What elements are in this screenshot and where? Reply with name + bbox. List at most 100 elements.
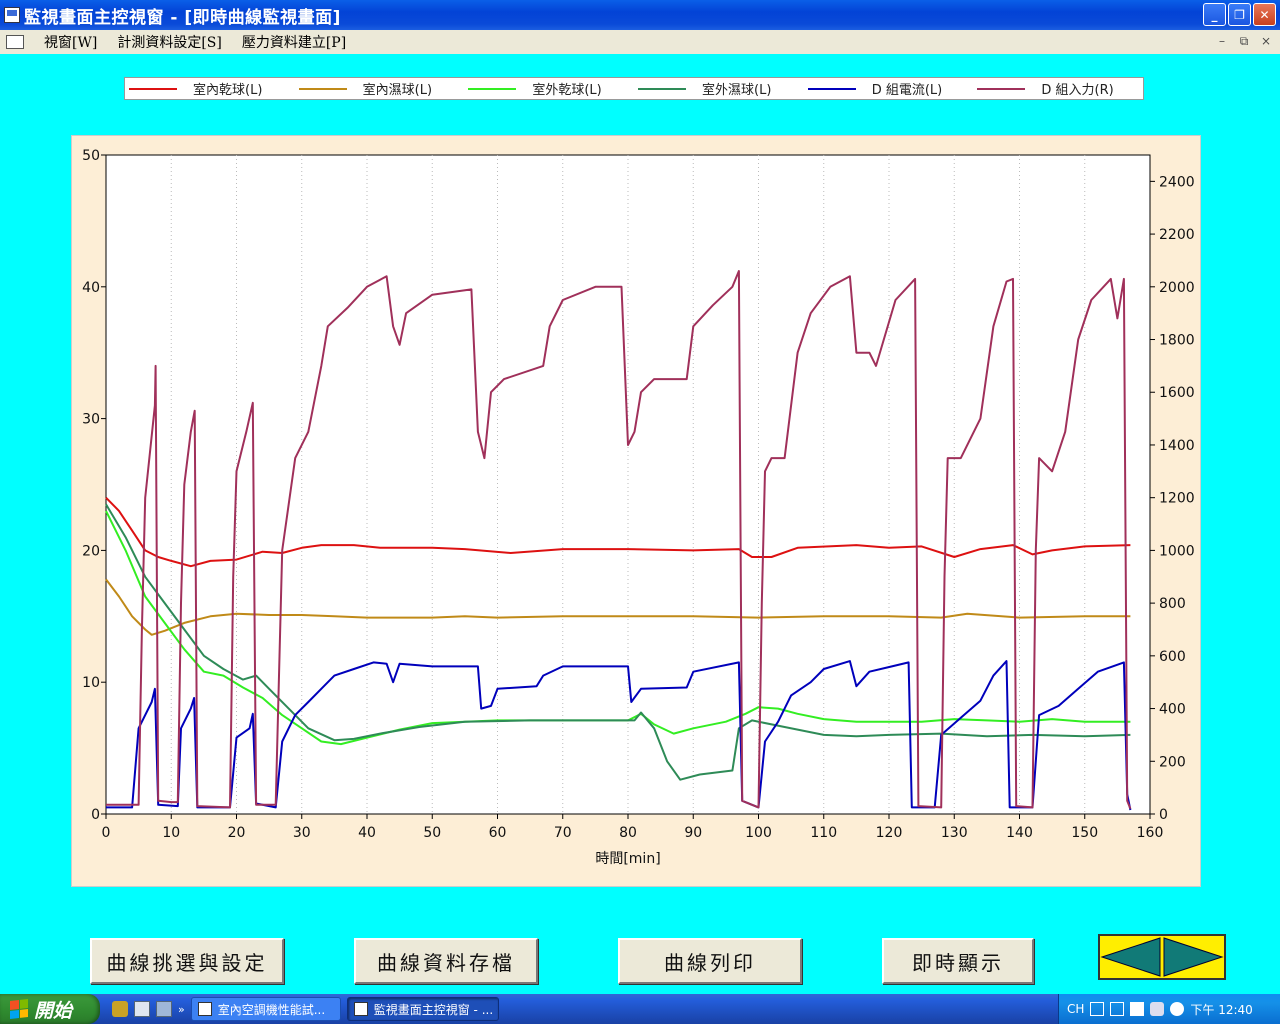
task-app-icon: [197, 1002, 212, 1016]
arrow-right-icon[interactable]: [1162, 936, 1224, 978]
x-tick-label: 60: [489, 825, 507, 841]
x-tick-label: 30: [293, 825, 311, 841]
windows-flag-icon: [10, 999, 28, 1019]
task-button-monitor[interactable]: 監視畫面主控視窗 - ...: [346, 997, 499, 1021]
x-tick-label: 0: [102, 825, 111, 841]
mdi-restore-icon[interactable]: ⧉: [1239, 33, 1249, 48]
curve-print-button[interactable]: 曲線列印: [618, 938, 802, 984]
legend-label: D 組電流(L): [871, 83, 943, 98]
legend-label: D 組入力(R): [1041, 83, 1114, 98]
y-tick-label: 50: [82, 148, 100, 164]
x-tick-label: 110: [810, 825, 837, 841]
x-tick-label: 120: [876, 825, 903, 841]
x-tick-label: 20: [228, 825, 246, 841]
y2-tick-label: 1600: [1159, 385, 1195, 401]
close-icon[interactable]: ✕: [1253, 3, 1276, 26]
y2-tick-label: 1200: [1159, 491, 1195, 507]
series-line: [106, 270, 1132, 810]
y2-tick-label: 600: [1159, 649, 1186, 665]
language-indicator[interactable]: CH: [1067, 1002, 1085, 1016]
taskbar: 開始 » 室內空調機性能試... 監視畫面主控視窗 - ... CH 下午 12…: [0, 994, 1280, 1024]
legend-item: 室外乾球(L): [464, 79, 634, 98]
legend-label: 室內乾球(L): [193, 83, 263, 98]
series-line: [105, 496, 1131, 568]
realtime-button[interactable]: 即時顯示: [882, 938, 1034, 984]
nav-arrows: [1098, 934, 1226, 980]
y2-tick-label: 1000: [1159, 543, 1195, 559]
keyboard-icon[interactable]: [1130, 1002, 1145, 1016]
ime-mode-icon[interactable]: [1110, 1002, 1125, 1016]
chevron-icon[interactable]: »: [178, 1002, 185, 1016]
y-tick-label: 30: [82, 412, 100, 428]
curve-save-button[interactable]: 曲線資料存檔: [354, 938, 538, 984]
y2-tick-label: 400: [1159, 702, 1186, 718]
window-titlebar: 監視畫面主控視窗 - [即時曲線監視畫面] _ ❐ ✕: [0, 0, 1280, 30]
chart-panel: 0 10 20 30 40 50 60 70 80 90 100 110 120 130 140 150 160…: [71, 135, 1201, 887]
mdi-close-icon[interactable]: ×: [1260, 34, 1272, 48]
legend-item: 室外濕球(L): [634, 79, 804, 98]
network-icon[interactable]: [1150, 1002, 1165, 1016]
y2-tick-label: 2000: [1159, 280, 1195, 296]
x-axis-label: 時間[min]: [595, 851, 660, 867]
window-controls: _ ❐ ✕: [1203, 3, 1276, 26]
chart-legend: 室內乾球(L) 室內濕球(L) 室外乾球(L) 室外濕球(L) D 組電流(L)…: [124, 77, 1144, 100]
x-tick-label: 150: [1071, 825, 1098, 841]
x-tick-label: 160: [1137, 825, 1164, 841]
legend-swatch: [468, 87, 517, 90]
legend-item: D 組入力(R): [973, 79, 1143, 98]
task-app-icon: [353, 1002, 368, 1016]
quicklaunch-document-icon[interactable]: [134, 1001, 150, 1017]
task-label: 室內空調機性能試...: [217, 1002, 326, 1017]
mdi-controls: – ⧉ ×: [1214, 33, 1274, 49]
start-label: 開始: [34, 999, 73, 1022]
legend-item: 室內乾球(L): [125, 79, 295, 98]
legend-swatch: [977, 87, 1026, 90]
legend-item: 室內濕球(L): [295, 79, 465, 98]
mdi-minimize-icon[interactable]: –: [1219, 34, 1225, 48]
x-tick-label: 100: [745, 825, 772, 841]
task-label: 監視畫面主控視窗 - ...: [373, 1002, 494, 1017]
x-tick-label: 70: [554, 825, 572, 841]
shield-icon[interactable]: [1170, 1002, 1185, 1016]
line-chart: 0 10 20 30 40 50 60 70 80 90 100 110 120 130 140 150 160…: [82, 148, 1195, 867]
x-tick-label: 40: [358, 825, 376, 841]
y2-tick-label: 2200: [1159, 227, 1195, 243]
menu-measure-settings[interactable]: 計測資料設定[S]: [117, 35, 222, 51]
legend-label: 室外乾球(L): [532, 83, 602, 98]
y-tick-label: 0: [91, 807, 100, 823]
menu-pressure-data[interactable]: 壓力資料建立[P]: [241, 35, 347, 51]
y2-tick-label: 200: [1159, 754, 1186, 770]
minimize-icon[interactable]: _: [1203, 3, 1226, 26]
x-tick-label: 130: [941, 825, 968, 841]
menu-window[interactable]: 視窗[W]: [44, 35, 98, 51]
curve-select-button[interactable]: 曲線挑選與設定: [90, 938, 284, 984]
menubar: 視窗[W] 計測資料設定[S] 壓力資料建立[P] – ⧉ ×: [0, 30, 1280, 54]
ime-icon[interactable]: [1090, 1002, 1105, 1016]
x-tick-label: 90: [684, 825, 702, 841]
quick-launch: »: [112, 1001, 185, 1017]
legend-label: 室內濕球(L): [362, 83, 433, 98]
y2-tick-label: 1400: [1159, 438, 1195, 454]
task-button-aircon[interactable]: 室內空調機性能試...: [190, 997, 341, 1021]
x-tick-label: 10: [162, 825, 180, 841]
legend-item: D 組電流(L): [804, 79, 974, 98]
legend-swatch: [807, 87, 856, 90]
restore-icon[interactable]: ❐: [1228, 3, 1251, 26]
document-icon[interactable]: [6, 35, 24, 49]
system-tray: CH 下午 12:40: [1058, 994, 1280, 1024]
legend-swatch: [638, 87, 687, 90]
app-icon[interactable]: [4, 7, 20, 23]
y-tick-label: 20: [82, 543, 100, 559]
quicklaunch-tool-icon[interactable]: [156, 1001, 172, 1017]
legend-label: 室外濕球(L): [702, 83, 772, 98]
x-tick-label: 50: [423, 825, 441, 841]
start-button[interactable]: 開始: [0, 994, 100, 1024]
y2-tick-label: 1800: [1159, 333, 1195, 349]
y2-tick-label: 800: [1159, 596, 1186, 612]
clock: 下午 12:40: [1190, 1002, 1253, 1017]
legend-swatch: [298, 87, 347, 90]
arrow-left-icon[interactable]: [1100, 936, 1162, 978]
x-tick-label: 80: [619, 825, 637, 841]
y-tick-label: 10: [82, 675, 100, 691]
quicklaunch-app-icon[interactable]: [112, 1001, 128, 1017]
